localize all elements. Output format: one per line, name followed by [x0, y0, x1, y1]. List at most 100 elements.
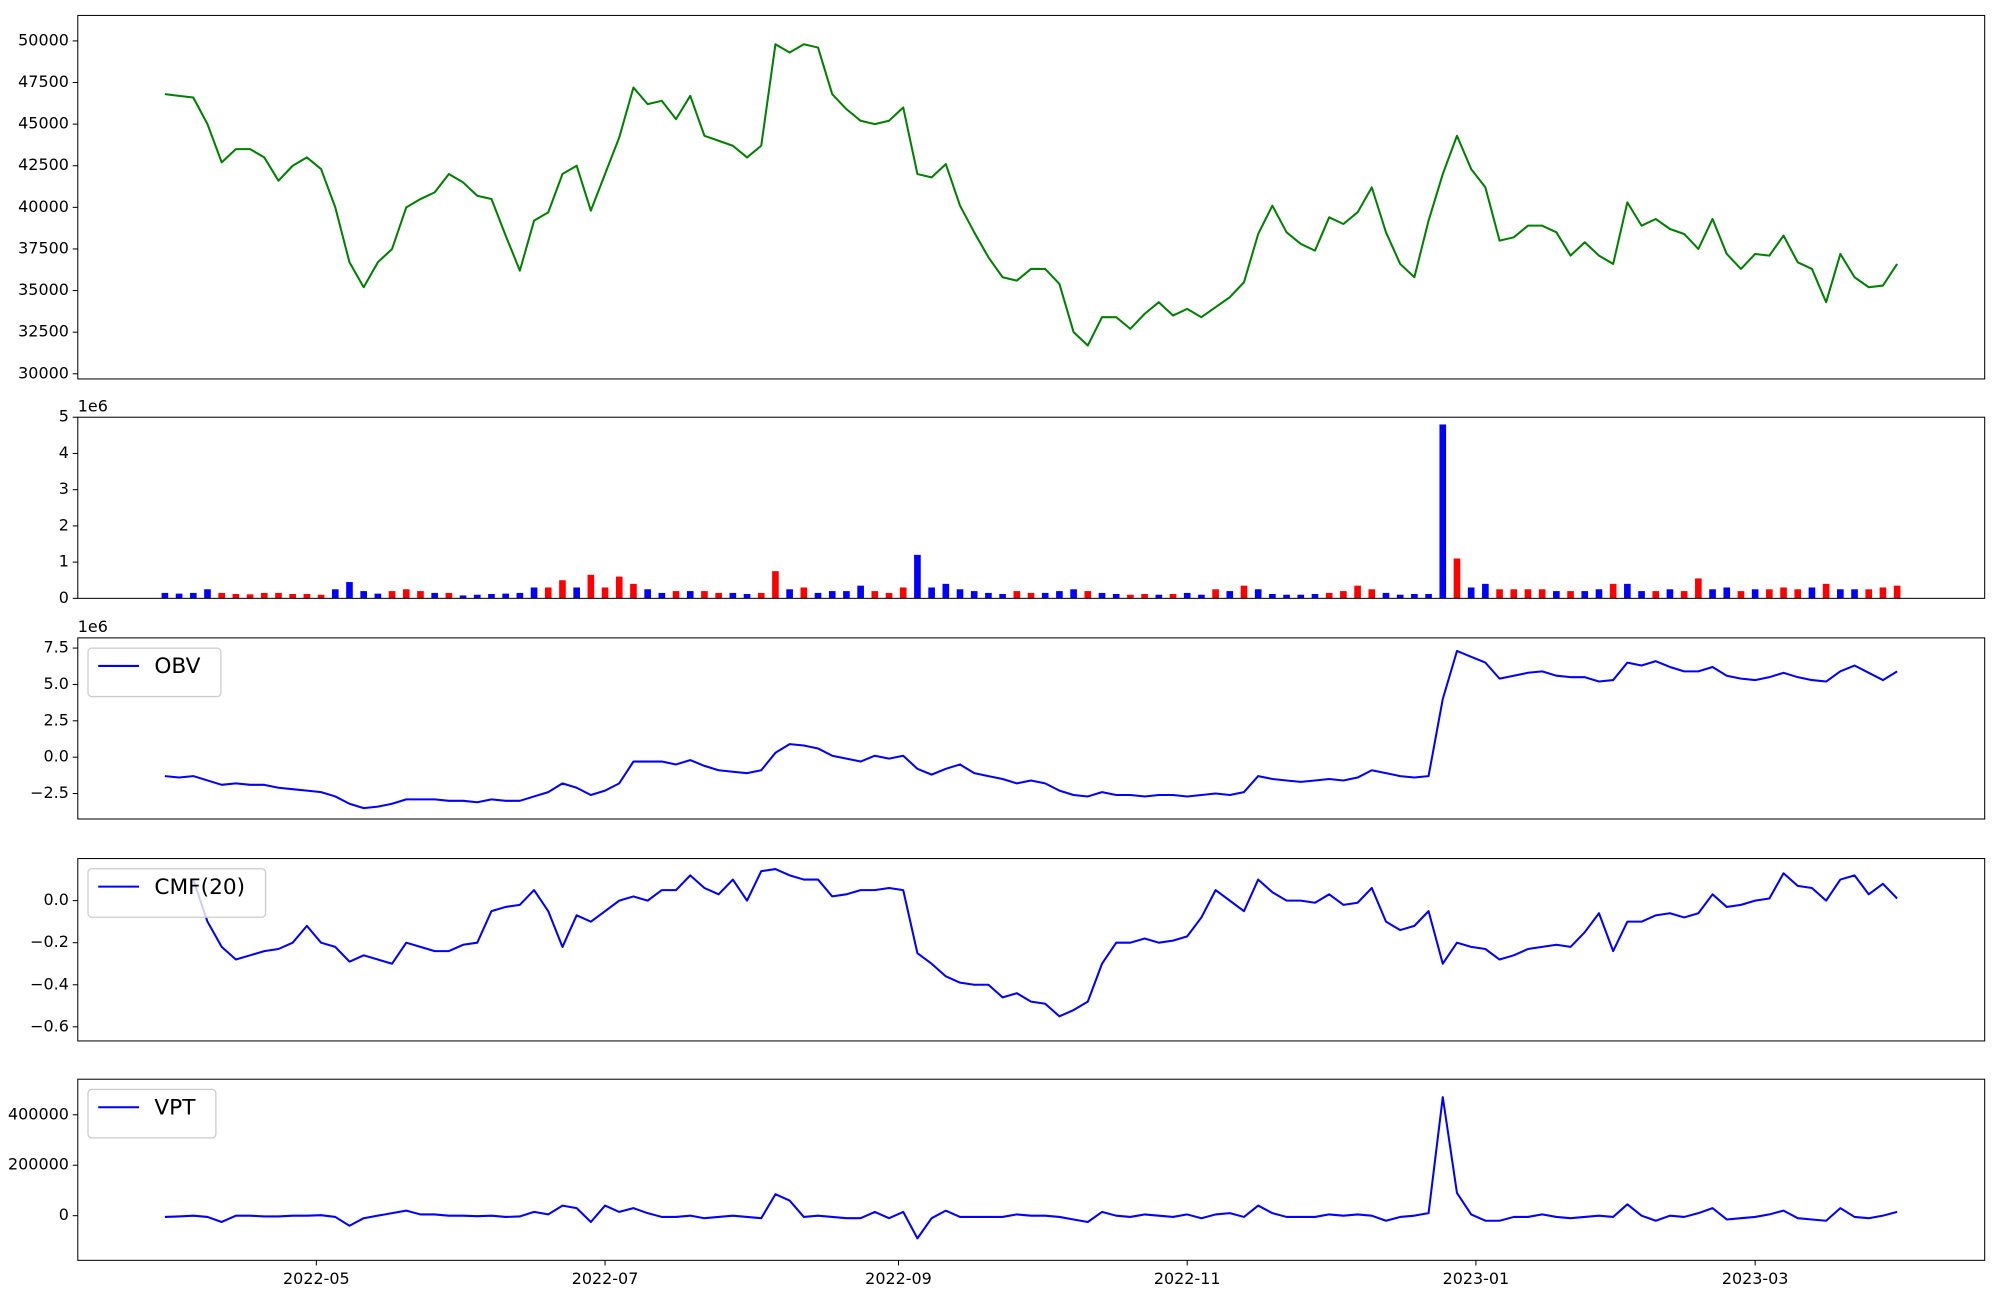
y-tick-label: −0.4 — [30, 974, 69, 993]
bar — [1581, 591, 1589, 599]
bar — [1638, 591, 1645, 599]
bar — [1084, 591, 1092, 599]
bar — [573, 587, 580, 599]
bar — [786, 589, 793, 599]
bar — [275, 592, 282, 599]
bar — [530, 587, 538, 599]
bar — [473, 594, 481, 599]
bar — [672, 591, 680, 599]
x-tick-label: 2023-03 — [1722, 1269, 1789, 1288]
bar — [360, 591, 367, 599]
bar — [1794, 589, 1802, 599]
bar — [204, 589, 211, 599]
x-tick-label: 2023-01 — [1443, 1269, 1510, 1288]
y-tick-label: 0 — [59, 588, 69, 607]
axes-frame — [77, 858, 1986, 1042]
y-tick-label: 7.5 — [44, 638, 69, 657]
bar — [1666, 589, 1674, 599]
bar — [1453, 558, 1461, 599]
bar — [686, 591, 694, 599]
bar — [1808, 587, 1816, 599]
x-tick-label: 2022-11 — [1154, 1269, 1221, 1288]
bar — [1127, 594, 1134, 599]
y-tick-label: 30000 — [18, 363, 69, 382]
bar — [1112, 593, 1120, 599]
bar — [1013, 591, 1021, 599]
bar — [1879, 587, 1887, 599]
bar — [1098, 592, 1106, 599]
y-tick-label: 50000 — [18, 30, 69, 49]
bar — [1254, 589, 1262, 599]
y-tick-label: −2.5 — [30, 783, 69, 802]
bar — [218, 592, 225, 599]
bar — [1396, 594, 1404, 599]
y-tick-label: 400000 — [8, 1104, 69, 1123]
y-tick-label: 0.0 — [44, 747, 69, 766]
bar — [1822, 583, 1830, 599]
bar — [757, 592, 765, 599]
line — [164, 43, 1898, 347]
panel: −2.5 0.0 2.5 5.0 7.5 1e6 OBV — [30, 617, 1986, 820]
bar — [1439, 424, 1447, 599]
bar — [630, 583, 637, 599]
axes-frame — [77, 416, 1986, 599]
y-tick-label: −0.2 — [30, 932, 69, 951]
axes-frame — [77, 1078, 1986, 1261]
bar — [1893, 585, 1901, 599]
bar — [729, 592, 737, 599]
bar — [885, 592, 893, 599]
bar — [175, 593, 183, 599]
bar — [246, 594, 254, 599]
bar — [999, 593, 1006, 599]
bar — [1297, 594, 1305, 599]
bar — [942, 583, 950, 599]
bar — [1070, 589, 1077, 599]
y-tick-label: 0.0 — [44, 890, 69, 909]
bar — [502, 593, 509, 599]
y-tick-label: 32500 — [18, 322, 69, 341]
y-tick-label: 2 — [59, 515, 69, 534]
legend-box — [87, 647, 222, 698]
bar — [1837, 589, 1844, 599]
bar — [1141, 593, 1148, 599]
bar — [331, 589, 339, 599]
y-tick-label: −0.6 — [30, 1016, 69, 1035]
bar — [814, 592, 822, 599]
legend-label: OBV — [154, 654, 200, 679]
bar — [1695, 578, 1702, 599]
legend-box — [87, 1088, 217, 1139]
bar — [417, 591, 424, 599]
bar — [317, 594, 325, 599]
panel: −0.6 −0.4 −0.2 0.0 CMF(20) — [30, 858, 1986, 1042]
bar — [303, 593, 311, 599]
bar — [800, 587, 808, 599]
bar — [1382, 592, 1390, 599]
bar — [1467, 587, 1475, 599]
panel: 0 1 2 3 4 5 1e6 — [59, 397, 1986, 607]
axes-frame — [77, 637, 1986, 820]
bar — [1624, 583, 1631, 599]
bar — [928, 587, 935, 599]
legend-label: CMF(20) — [154, 875, 245, 900]
line — [164, 1096, 1898, 1240]
bar — [1368, 589, 1376, 599]
bar — [1723, 587, 1731, 599]
bar — [857, 585, 864, 599]
bar — [970, 591, 978, 599]
bar — [899, 587, 907, 599]
bar — [1567, 591, 1574, 599]
bar — [871, 591, 879, 599]
bar — [1865, 589, 1873, 599]
y-tick-label: 1 — [59, 552, 69, 571]
bar — [161, 592, 169, 599]
legend-box — [87, 868, 267, 918]
x-tick-label: 2022-07 — [572, 1269, 639, 1288]
bar — [1709, 589, 1716, 599]
bar — [1524, 589, 1532, 599]
bar — [843, 591, 850, 599]
bar — [1482, 583, 1489, 599]
bar — [1340, 591, 1347, 599]
y-tick-label: 40000 — [18, 197, 69, 216]
